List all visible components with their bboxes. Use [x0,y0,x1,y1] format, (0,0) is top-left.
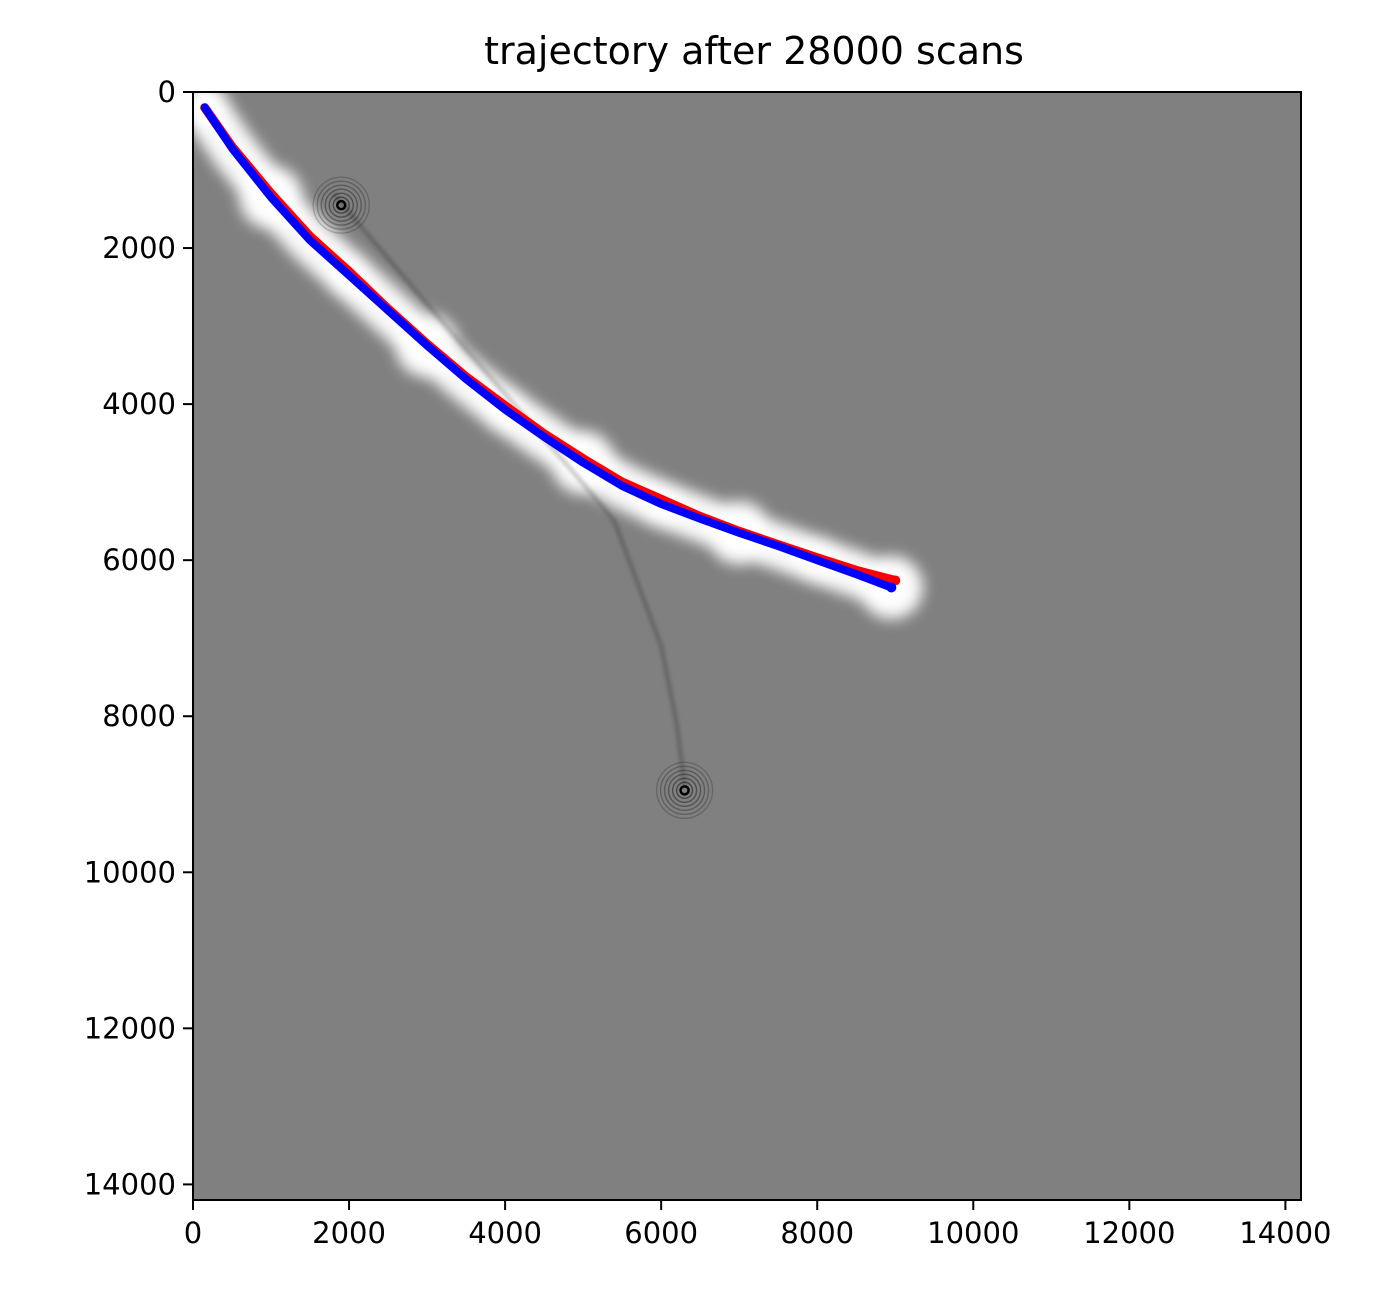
series-line-1 [200,103,896,592]
x-tick-label: 6000 [624,1216,698,1250]
obstacle-core [336,199,347,211]
obstacle-core [679,785,690,796]
obstacle-ring [663,769,706,812]
obstacle-ring [312,176,370,234]
plot-frame [192,91,1302,1201]
obstacle-trace [332,192,687,787]
y-tick-label: 12000 [84,1011,176,1045]
y-tick-label: 10000 [84,855,176,889]
x-tick-label: 10000 [927,1216,1019,1250]
x-tick-label: 0 [184,1216,202,1250]
x-tick-label: 2000 [312,1216,386,1250]
y-tick-label: 14000 [84,1167,176,1201]
obstacle-ring [324,188,358,222]
obstacle-ring [667,773,702,808]
x-tick-label: 14000 [1239,1216,1331,1250]
obstacle-ring [675,781,694,800]
x-tick-label: 8000 [780,1216,854,1250]
obstacle-ring [316,180,366,230]
y-tick-label: 4000 [102,387,176,421]
obstacle-ring [671,777,698,804]
y-tick-label: 6000 [102,543,176,577]
y-axis: 0 2000 4000 6000 8000 10000 12000 14000 [84,75,193,1201]
x-tick-label: 4000 [468,1216,542,1250]
obstacle-ring [659,765,710,816]
chart-title: trajectory after 28000 scans [484,29,1024,73]
obstacle-ring [328,192,354,218]
y-tick-label: 0 [158,75,176,109]
x-axis: 0 2000 4000 6000 8000 10000 12000 14000 [184,1200,1332,1250]
obstacle-ring [332,196,350,214]
obstacle-ring [320,184,362,226]
obstacle-ring [655,761,714,820]
trajectory-series [200,103,901,593]
x-tick-label: 12000 [1083,1216,1175,1250]
series-endpoint-1 [886,582,897,593]
obstacle-layer [312,176,714,820]
y-tick-label: 2000 [102,231,176,265]
y-tick-label: 8000 [102,699,176,733]
